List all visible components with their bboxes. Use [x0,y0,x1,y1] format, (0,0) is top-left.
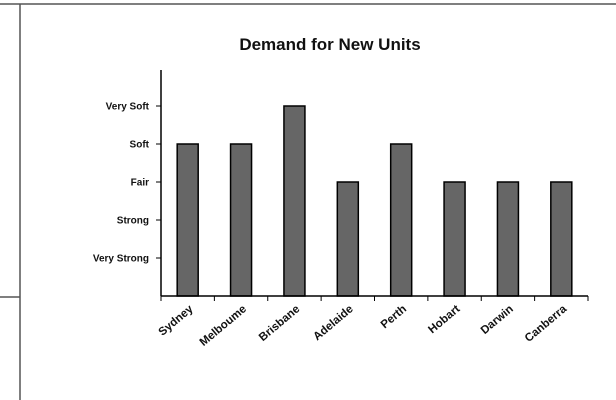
bar-adelaide [336,181,360,297]
x-tick-label: Canberra [523,303,570,345]
x-axis-ticks: Sydney Melboume Brisbane Adelaide Perth Hobar… [157,296,589,349]
y-axis-ticks: Very Strong Strong Fair Soft Very Soft [93,102,161,265]
bar-melboume [229,143,253,297]
x-tick-label: Sydney [157,303,197,339]
chart-title: Demand for New Units [239,35,420,54]
y-tick-label: Very Soft [106,102,150,113]
x-tick-label: Darwin [479,303,516,337]
bar-canberra [550,181,573,297]
x-tick-label: Brisbane [257,303,302,344]
x-tick-label: Melboume [198,303,249,349]
x-tick-label: Perth [379,303,409,331]
x-tick-label: Hobart [426,303,462,336]
bars [176,105,573,297]
bar-perth [389,143,413,297]
bar-hobart [443,181,466,297]
y-tick-label: Fair [131,178,149,189]
y-tick-label: Strong [117,216,149,227]
y-tick-label: Soft [130,140,150,151]
bar-darwin [496,181,520,297]
x-tick-label: Adelaide [311,303,355,343]
bar-brisbane [283,105,306,297]
y-tick-label: Very Strong [93,254,149,265]
bar-sydney [176,143,199,297]
